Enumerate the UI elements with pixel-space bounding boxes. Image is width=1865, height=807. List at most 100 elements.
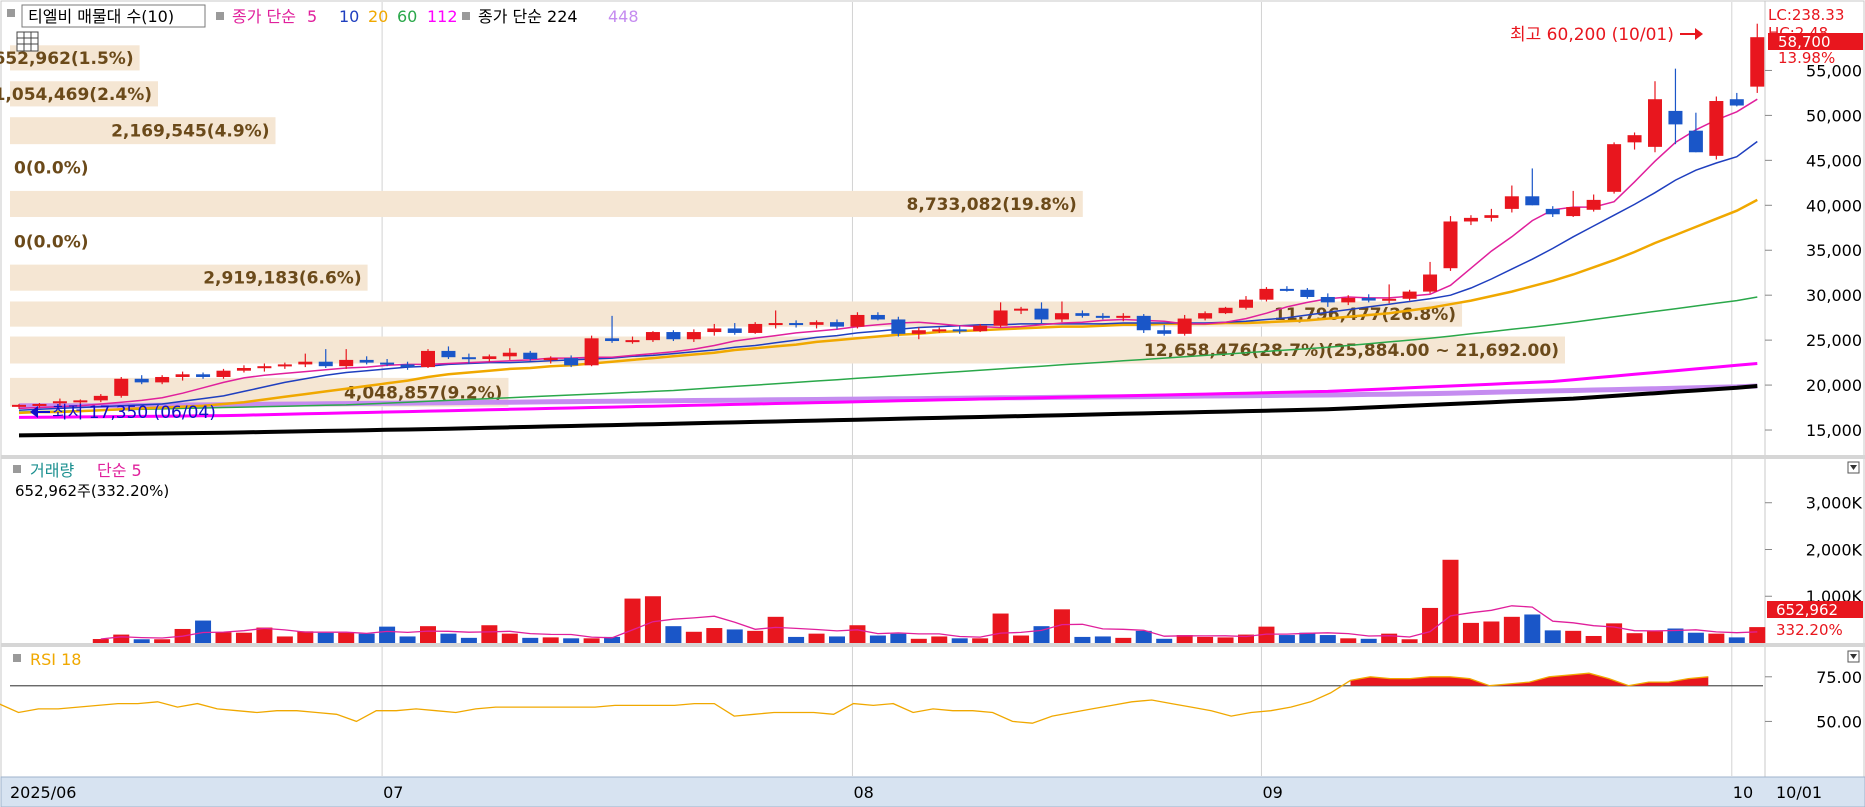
ma-period-10: 10 (339, 7, 359, 26)
volume-bar (358, 633, 375, 643)
volume-bar (1094, 636, 1111, 643)
price-legend: 티엘비 매물대 수(10) 종가 단순 5 10 20 60 112 종가 단순… (7, 4, 639, 28)
volume-ma-label: 단순 5 (97, 461, 142, 480)
ma112-line (18, 362, 1758, 419)
collapse-icon[interactable] (1847, 650, 1860, 663)
candle-body (1382, 298, 1397, 301)
candle-body (1566, 207, 1581, 217)
volume-bar (849, 625, 866, 643)
volume-bar (481, 625, 498, 643)
volume-bar (665, 626, 682, 643)
candle-body (830, 322, 844, 327)
candle-body (686, 332, 701, 340)
ma224-line (18, 384, 1758, 438)
candle-body (1443, 221, 1458, 269)
current-change: 13.98% (1778, 49, 1835, 67)
volume-bar (808, 633, 825, 643)
candle-body (1423, 274, 1438, 292)
legend-bullet[interactable] (462, 12, 470, 20)
candle-body (1729, 99, 1744, 106)
stock-name: 티엘비 매물대 수(10) (28, 7, 174, 26)
ma60-line (18, 296, 1758, 413)
candle-body (461, 357, 476, 360)
volume-current: 652,962 (1776, 601, 1838, 619)
candle-body (339, 359, 354, 367)
volume-bar (869, 635, 886, 643)
volume-bar (747, 630, 764, 643)
candle-body (605, 338, 620, 342)
volume-current-box (1767, 601, 1863, 618)
rsi-line-path (0, 672, 1709, 724)
legend-bullet[interactable] (216, 12, 224, 20)
volume-bar (706, 628, 723, 643)
collapse-icon[interactable] (1847, 461, 1860, 474)
candle-body (1586, 199, 1601, 210)
volume-profile-bar (10, 117, 276, 145)
volume-bar (1544, 630, 1561, 643)
volume-bar (154, 639, 171, 643)
volume-bar (563, 638, 580, 643)
candle-body (32, 403, 47, 406)
candle-body (93, 395, 108, 401)
volume-bar (399, 636, 416, 643)
date-label: 2025/06 (10, 783, 76, 802)
volume-title: 거래량 (30, 461, 74, 480)
volume-profile-label: 1,054,469(2.4%) (0, 85, 152, 105)
volume-bar (338, 632, 355, 643)
candle-body (1034, 308, 1049, 320)
candle-body (973, 325, 988, 332)
candle-body (584, 338, 599, 366)
volume-bar (1442, 559, 1459, 643)
volume-bar (1483, 621, 1500, 643)
volume-bar (624, 598, 641, 643)
price-tick-label: 20,000 (1806, 376, 1862, 395)
candle-body (155, 376, 170, 383)
volume-bar (195, 620, 212, 643)
volume-bar (133, 639, 150, 643)
volume-bar (440, 633, 457, 643)
candle-body (257, 366, 272, 369)
ma-period-60: 60 (397, 7, 417, 26)
candle-body (543, 358, 558, 361)
legend-bullet[interactable] (13, 465, 21, 473)
candle-body (1627, 135, 1642, 143)
volume-profile-label: 4,048,857(9.2%) (344, 383, 502, 403)
volume-profile-label: 0(0.0%) (14, 233, 89, 253)
volume-bar (1503, 616, 1520, 643)
volume-bar (1708, 633, 1725, 643)
volume-bar (1299, 632, 1316, 643)
volume-bar (1074, 636, 1091, 643)
ma-period-112: 112 (427, 7, 458, 26)
candle-body (1361, 297, 1376, 301)
volume-bar (829, 636, 845, 643)
candle-body (789, 323, 804, 326)
low-arrow-icon (30, 406, 50, 418)
volume-bar (1462, 622, 1479, 643)
volume-bar (235, 632, 252, 643)
legend-bullet[interactable] (7, 9, 15, 17)
candle-body (298, 361, 313, 365)
volume-bar (644, 596, 661, 643)
legend-bullet[interactable] (13, 654, 21, 662)
date-label: 08 (853, 783, 873, 802)
volume-bar (1422, 607, 1439, 643)
volume-bar (583, 638, 600, 643)
ma2-label: 종가 단순 224 (478, 7, 578, 26)
volume-bar (890, 633, 907, 643)
candle-body (1014, 308, 1029, 311)
candle-body (380, 362, 395, 365)
volume-bar (1728, 637, 1745, 643)
volume-bar (972, 638, 989, 643)
stock-name-box[interactable] (21, 4, 206, 28)
candle-body (1116, 315, 1131, 318)
candle-body (1259, 288, 1274, 300)
volume-bar (297, 631, 314, 643)
date-axis: 2025/06 07 08 09 10 (10, 783, 1753, 802)
candle-body (1300, 289, 1315, 297)
table-icon[interactable] (16, 31, 39, 52)
date-label: 09 (1262, 783, 1282, 802)
volume-bar (1197, 636, 1214, 643)
price-tick-label: 30,000 (1806, 286, 1862, 305)
moving-average-lines (18, 98, 1758, 438)
